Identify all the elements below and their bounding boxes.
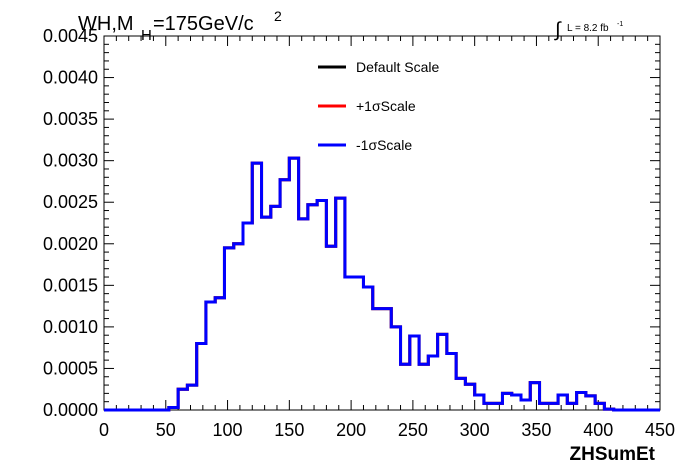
legend-label: -1σScale	[356, 137, 412, 153]
x-tick-label: 350	[521, 420, 551, 440]
plot-border	[103, 35, 661, 411]
y-tick-label: 0.0040	[43, 68, 98, 88]
x-tick-label: 400	[583, 420, 613, 440]
x-tick-label: 450	[645, 420, 675, 440]
integral-symbol: ∫	[554, 19, 562, 41]
x-tick-label: 200	[336, 420, 366, 440]
luminosity-label: ∫ L = 8.2 fb -1	[554, 19, 623, 41]
title-rest: =175GeV/c	[153, 13, 254, 35]
x-tick-label: 0	[99, 420, 109, 440]
legend: Default Scale +1σScale -1σScale	[318, 59, 439, 153]
y-tick-label: 0.0025	[43, 192, 98, 212]
y-axis-ticks: 0.0000 0.0005 0.0010 0.0015 0.0020 0.0025 0.00…	[43, 26, 660, 420]
x-tick-label: 150	[274, 420, 304, 440]
legend-label: +1σScale	[356, 98, 416, 114]
legend-label: Default Scale	[356, 59, 439, 75]
series-line-0-default-scale	[104, 156, 660, 412]
series-line-1--1-scale	[104, 156, 660, 412]
series-lines	[104, 156, 660, 412]
series-line-2--1-scale	[104, 156, 660, 412]
y-tick-label: 0.0005	[43, 358, 98, 378]
y-tick-label: 0.0010	[43, 317, 98, 337]
x-tick-label: 100	[213, 420, 243, 440]
lumi-text: L = 8.2 fb	[567, 23, 609, 34]
y-tick-label: 0.0020	[43, 234, 98, 254]
title-main: WH,M	[78, 13, 134, 35]
x-tick-label: 50	[156, 420, 176, 440]
y-tick-label: 0.0045	[43, 26, 98, 46]
x-tick-label: 300	[460, 420, 490, 440]
x-axis-label: ZHSumEt	[570, 444, 656, 465]
lumi-superscript: -1	[617, 21, 623, 28]
chart-title: WH,M H =175GeV/c 2	[78, 8, 282, 44]
y-tick-label: 0.0000	[43, 400, 98, 420]
y-tick-label: 0.0015	[43, 275, 98, 295]
title-superscript: 2	[274, 8, 282, 24]
y-tick-label: 0.0035	[43, 109, 98, 129]
x-axis-ticks: 0 50 100 150 200 250 300 350 400 450	[99, 36, 675, 440]
x-tick-label: 250	[398, 420, 428, 440]
y-tick-label: 0.0030	[43, 151, 98, 171]
plot-frame	[103, 35, 661, 411]
